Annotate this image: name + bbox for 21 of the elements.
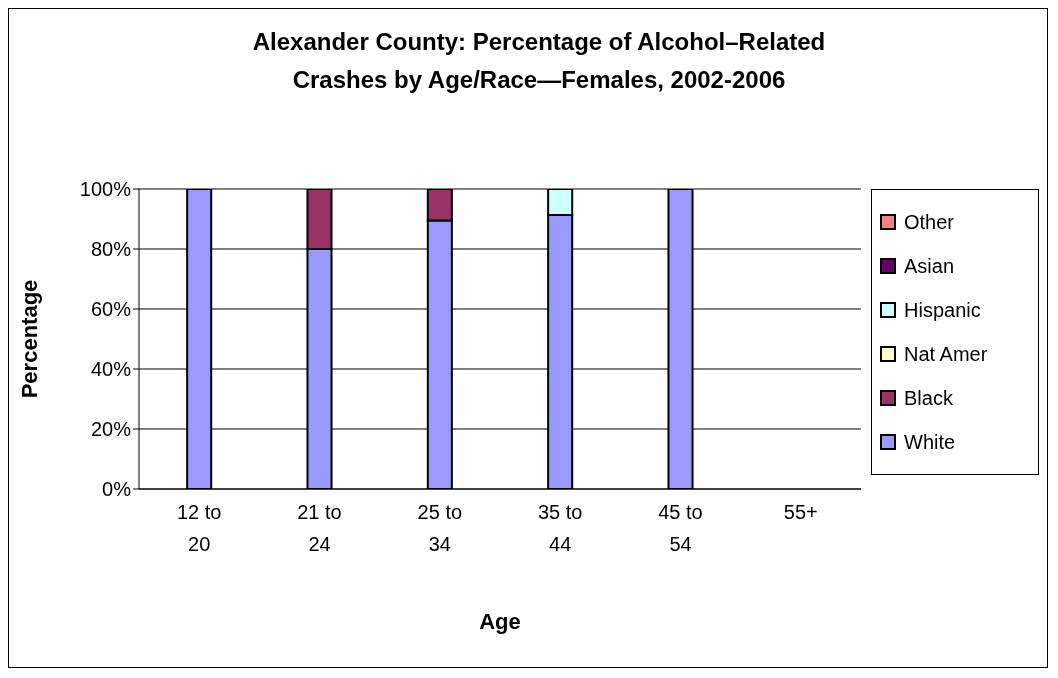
y-tick-label: 80% — [90, 238, 132, 261]
legend-label: Black — [904, 386, 953, 410]
y-axis-title: Percentage — [16, 279, 42, 399]
y-tick-label: 100% — [79, 178, 132, 201]
chart-title: Alexander County: Percentage of Alcohol–Related Crashes by Age/Race—Females, 2002-2006 — [251, 27, 827, 95]
x-tick-label: 25 to 34 — [417, 501, 463, 555]
x-tick-label: 55+ — [783, 501, 818, 523]
x-tick-label: 12 to 20 — [176, 501, 222, 555]
y-tick-label: 40% — [90, 358, 132, 381]
x-tick-label: 45 to 54 — [658, 501, 703, 555]
x-axis-title: Age — [479, 609, 521, 634]
legend-label: Other — [904, 210, 955, 234]
legend-label: White — [904, 430, 956, 454]
y-tick-label: 20% — [90, 418, 132, 441]
legend-label: Asian — [904, 254, 955, 278]
y-tick-label: 0% — [102, 478, 132, 501]
x-tick-label: 35 to 44 — [537, 501, 583, 555]
legend-label: Hispanic — [904, 298, 981, 322]
x-tick-label: 21 to 24 — [297, 501, 342, 555]
legend-label: Nat Amer — [904, 342, 988, 366]
y-tick-label: 60% — [90, 298, 132, 321]
